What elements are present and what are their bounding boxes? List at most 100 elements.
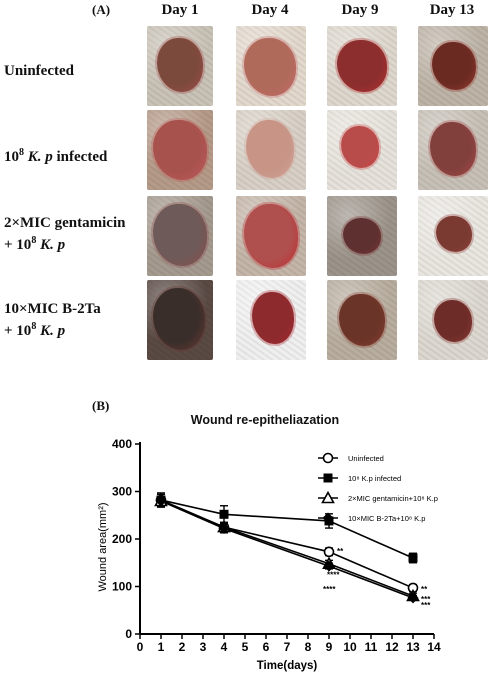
data-point-diamond [155,495,167,507]
data-point-triangle [322,556,336,570]
series-triangle [154,493,420,602]
day-label-9: Day 9 [341,2,379,18]
x-tick-label: 6 [263,640,270,654]
x-tick-label: 0 [137,640,144,654]
x-tick-label: 12 [385,640,399,654]
wound-area [436,216,472,252]
data-point-circle [407,582,419,594]
day-label-4: Day 4 [251,2,289,18]
wound-photo [418,26,488,106]
x-tick-label: 2 [179,640,186,654]
wound-photo [327,280,397,360]
wound-photo [147,196,213,276]
fur-background [418,280,488,360]
y-tick-label: 300 [112,485,132,499]
data-point-circle [155,494,167,506]
wound-area [153,120,207,180]
row-label-uninfected: Uninfected [4,63,74,79]
day-label-13: Day 13 [429,2,475,18]
x-tick-label: 7 [284,640,291,654]
data-point-square [219,509,229,519]
significance-label: *** [421,601,431,610]
x-tick-label: 10 [343,640,357,654]
data-point-diamond [322,512,334,524]
series-line [160,500,414,597]
y-tick-label: 200 [112,532,132,546]
legend-label: 2×MIC gentamicin+10⁸ K.p [348,494,438,503]
wound-area [343,218,381,254]
wound-photo [147,280,213,360]
x-tick-label: 3 [200,640,207,654]
wound-photo [327,196,397,276]
legend-label: 10⁸ K.p infected [348,474,401,483]
wound-area [153,204,207,266]
data-point-square [408,553,418,563]
wound-area [153,288,205,350]
x-tick-label: 5 [242,640,249,654]
series-square [156,492,418,564]
row-label-gentamicin: 2×MIC gentamicin + 108 K. p [4,215,126,253]
x-tick-label: 11 [365,640,378,654]
y-tick-label: 100 [112,580,132,594]
wound-area [252,292,294,344]
wound-area [337,40,387,92]
wound-area [244,38,296,96]
wound-area [434,300,472,342]
wound-area [246,120,294,178]
significance-label: ** [421,585,428,594]
wound-area [339,294,385,346]
wound-area [432,42,476,90]
wound-photo [418,110,488,190]
data-point-square [323,473,333,483]
data-point-circle [323,546,335,558]
series-line [160,499,414,589]
y-axis-label: Wound area(mm²) [97,502,109,591]
legend-label: 10×MIC B-2Ta+10⁸ K.p [348,514,425,523]
data-point-circle [218,521,230,533]
data-point-circle [322,452,334,464]
significance-label: ** [337,547,344,556]
significance-label: *** [421,595,431,604]
wound-area [244,204,298,268]
x-tick-label: 14 [427,640,441,654]
wound-photo [147,26,213,106]
x-tick-label: 9 [326,640,333,654]
x-axis-label: Time(days) [257,660,318,672]
significance-label: **** [327,571,340,580]
wound-photo [418,196,488,276]
data-point-diamond [218,523,230,535]
data-point-triangle [217,519,231,533]
x-tick-label: 4 [221,640,228,654]
data-point-triangle [154,493,168,507]
data-point-diamond [323,560,335,572]
legend-label: Uninfected [348,454,384,463]
data-point-square [156,495,166,505]
wound-photo [236,196,306,276]
wound-photo [236,26,306,106]
data-point-square [324,516,334,526]
x-tick-label: 1 [158,640,165,654]
x-tick-label: 8 [305,640,312,654]
series-circle [155,493,419,594]
wound-photo [327,26,397,106]
chart-title: Wound re-epitheliazation [190,413,340,427]
wound-photo [327,110,397,190]
wound-photo [147,110,213,190]
wound-photo [236,110,306,190]
panel-b-label: (B) [92,398,110,413]
fur-background [327,280,397,360]
data-point-diamond [407,592,419,604]
series-diamond [155,495,419,604]
data-point-triangle [406,588,420,602]
y-tick-label: 0 [125,627,132,641]
row-label-b2ta: 10×MIC B-2Ta + 108 K. p [4,301,101,339]
row-label-infected: 108 K. p infected [4,147,108,165]
day-label-1: Day 1 [161,2,199,18]
wound-area [341,126,379,168]
wound-photo [236,280,306,360]
wound-area [157,38,203,92]
significance-label: **** [323,585,336,594]
y-tick-label: 400 [112,437,132,451]
wound-photo [418,280,488,360]
series-line [160,500,414,599]
